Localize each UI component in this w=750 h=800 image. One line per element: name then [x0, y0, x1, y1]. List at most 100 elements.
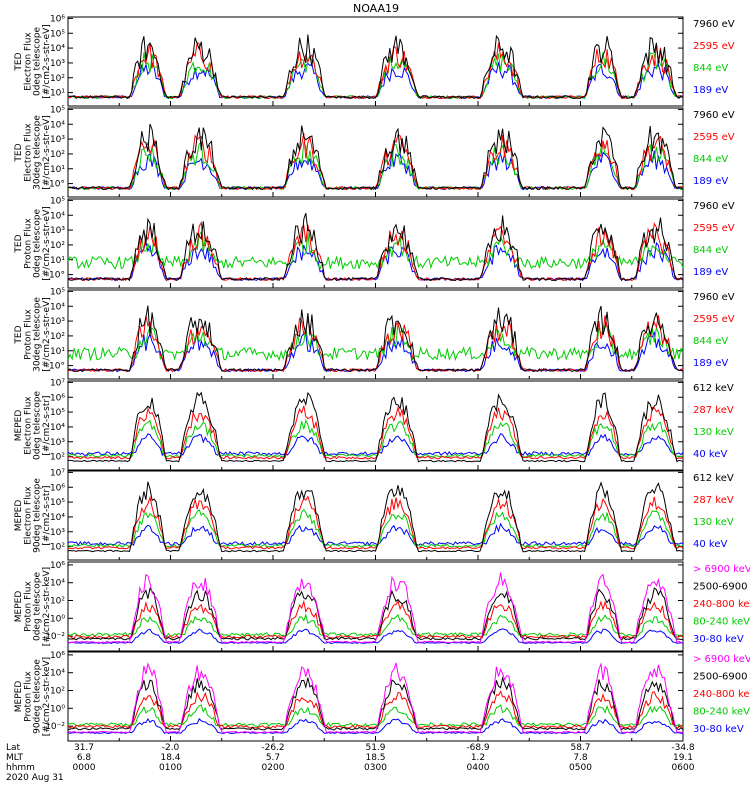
y-axis-label: TEDProton Flux0deg telescope[#/cm2-s-str…	[14, 206, 52, 281]
y-axis-label-line: MEPED	[14, 681, 24, 713]
y-tick-label: 10²	[50, 74, 65, 84]
legend-entry: 80-240 keV	[693, 617, 750, 628]
legend-entry: 7960 eV	[693, 19, 735, 30]
x-row-value: 0500	[569, 763, 592, 773]
x-row-value: 0400	[467, 763, 490, 773]
series-trace	[68, 662, 684, 734]
y-tick-label: 10²	[50, 687, 65, 697]
y-axis-label: MEPEDElectron Flux0deg telescope[#/cm2-s…	[14, 391, 52, 461]
series-traces	[67, 391, 684, 463]
y-tick-label: 10⁷	[50, 378, 65, 388]
x-row-value: -34.8	[671, 743, 695, 753]
y-axis-label-line: TED	[14, 234, 24, 253]
legend-entry: 287 keV	[693, 405, 734, 416]
legend-entry: 40 keV	[693, 539, 727, 550]
y-axis-label-line: [#/cm2-s-str-eV]	[42, 24, 52, 99]
series-trace	[67, 495, 684, 550]
y-axis-label-line: [#/cm2-s-str-eV]	[42, 115, 52, 190]
series-trace	[67, 315, 684, 373]
y-axis-label-line: MEPED	[14, 410, 24, 442]
legend-entry: 240-800 keV	[693, 599, 750, 610]
x-row-value: -2.0	[162, 743, 180, 753]
legend-entry: 189 eV	[693, 267, 728, 278]
y-tick-label: 10¹	[50, 256, 65, 266]
y-axis-label-line: [#/cm2-s-str]	[42, 485, 52, 545]
y-tick-label: 10⁵	[50, 196, 65, 206]
chart-title: NOAA19	[353, 2, 399, 15]
x-row-label: MLT	[6, 753, 24, 763]
x-row-label: hhmm	[6, 763, 35, 773]
y-axis-label-line: 0deg telescope	[33, 572, 43, 642]
y-tick-label: 10³	[50, 528, 65, 538]
series-traces	[67, 662, 684, 734]
panel-frame	[67, 16, 684, 107]
y-tick-label: 10⁶	[50, 393, 65, 403]
series-traces	[67, 305, 684, 373]
legend-entry: > 6900 keV	[693, 564, 750, 575]
y-tick-label: 10⁵	[50, 498, 65, 508]
series-trace	[67, 676, 684, 731]
y-tick-label: 10⁶	[50, 14, 65, 24]
y-axis-label: MEPEDElectron Flux90deg telescope[#/cm2-…	[14, 478, 52, 553]
legend-entry: 30-80 keV	[693, 634, 744, 645]
x-row-value: -26.2	[261, 743, 284, 753]
legend-entry: 844 eV	[693, 336, 728, 347]
x-row-value: 31.7	[74, 743, 94, 753]
x-row-value: 1.2	[471, 753, 485, 763]
x-row-value: -68.9	[466, 743, 490, 753]
y-axis-label-line: TED	[14, 325, 24, 344]
legend-entry: 2595 eV	[693, 41, 735, 52]
y-axis-label-line: 0deg telescope	[33, 391, 43, 461]
x-row-value: 58.7	[570, 743, 590, 753]
series-trace	[67, 690, 684, 729]
y-tick-label: 10⁰	[50, 704, 65, 714]
y-axis-label-line: 0deg telescope	[33, 209, 43, 279]
legend-entry: 80-240 keV	[693, 707, 750, 718]
panel-frame	[67, 198, 684, 289]
y-axis-label-line: [#/cm2-s-str-keV]	[42, 567, 52, 646]
panel-5: 10² 10³ 10⁴ 10⁵ 10⁶ 10⁷ MEPEDElectron Flux0deg…	[14, 378, 734, 471]
legend-entry: 30-80 keV	[693, 724, 744, 735]
y-tick-label: 10⁻²	[45, 722, 65, 732]
x-row-value: 0200	[262, 763, 285, 773]
y-tick-label: 10¹	[50, 165, 65, 175]
y-tick-label: 10³	[50, 438, 65, 448]
series-trace	[67, 704, 684, 728]
date-label: 2020 Aug 31	[6, 773, 64, 783]
y-axis-label-line: [#/cm2-s-str]	[42, 395, 52, 455]
y-tick-label: 10⁵	[50, 29, 65, 39]
y-tick-label: 10⁵	[50, 287, 65, 297]
legend-entry: > 6900 keV	[693, 654, 750, 665]
y-axis-label-line: 90deg telescope	[33, 478, 43, 553]
y-tick-label: 10¹	[50, 89, 65, 99]
y-tick-label: 10¹	[50, 347, 65, 357]
y-tick-label: 10⁴	[50, 669, 65, 679]
y-tick-label: 10⁻²	[45, 632, 65, 642]
y-tick-label: 10³	[50, 226, 65, 236]
x-row-label: Lat	[6, 743, 21, 753]
legend-entry: 2595 eV	[693, 132, 735, 143]
y-axis-label: MEPEDProton Flux0deg telescope[#/cm2-s-s…	[14, 567, 52, 646]
y-axis-label-line: [#/cm2-s-str-keV]	[42, 657, 52, 736]
y-tick-label: 10⁴	[50, 579, 65, 589]
x-row-value: 0000	[73, 763, 96, 773]
series-trace	[67, 522, 684, 547]
x-row-value: 18.5	[365, 753, 385, 763]
y-axis-label-line: Electron Flux	[23, 396, 33, 455]
y-tick-label: 10°	[49, 180, 65, 190]
legend-entry: 189 eV	[693, 358, 728, 369]
legend-entry: 130 keV	[693, 517, 734, 528]
legend-entry: 130 keV	[693, 427, 734, 438]
x-row-value: 0300	[364, 763, 387, 773]
series-trace	[67, 508, 684, 548]
x-row-value: 0600	[672, 763, 695, 773]
legend-entry: 2500-6900	[693, 672, 748, 683]
legend-entry: 844 eV	[693, 154, 728, 165]
